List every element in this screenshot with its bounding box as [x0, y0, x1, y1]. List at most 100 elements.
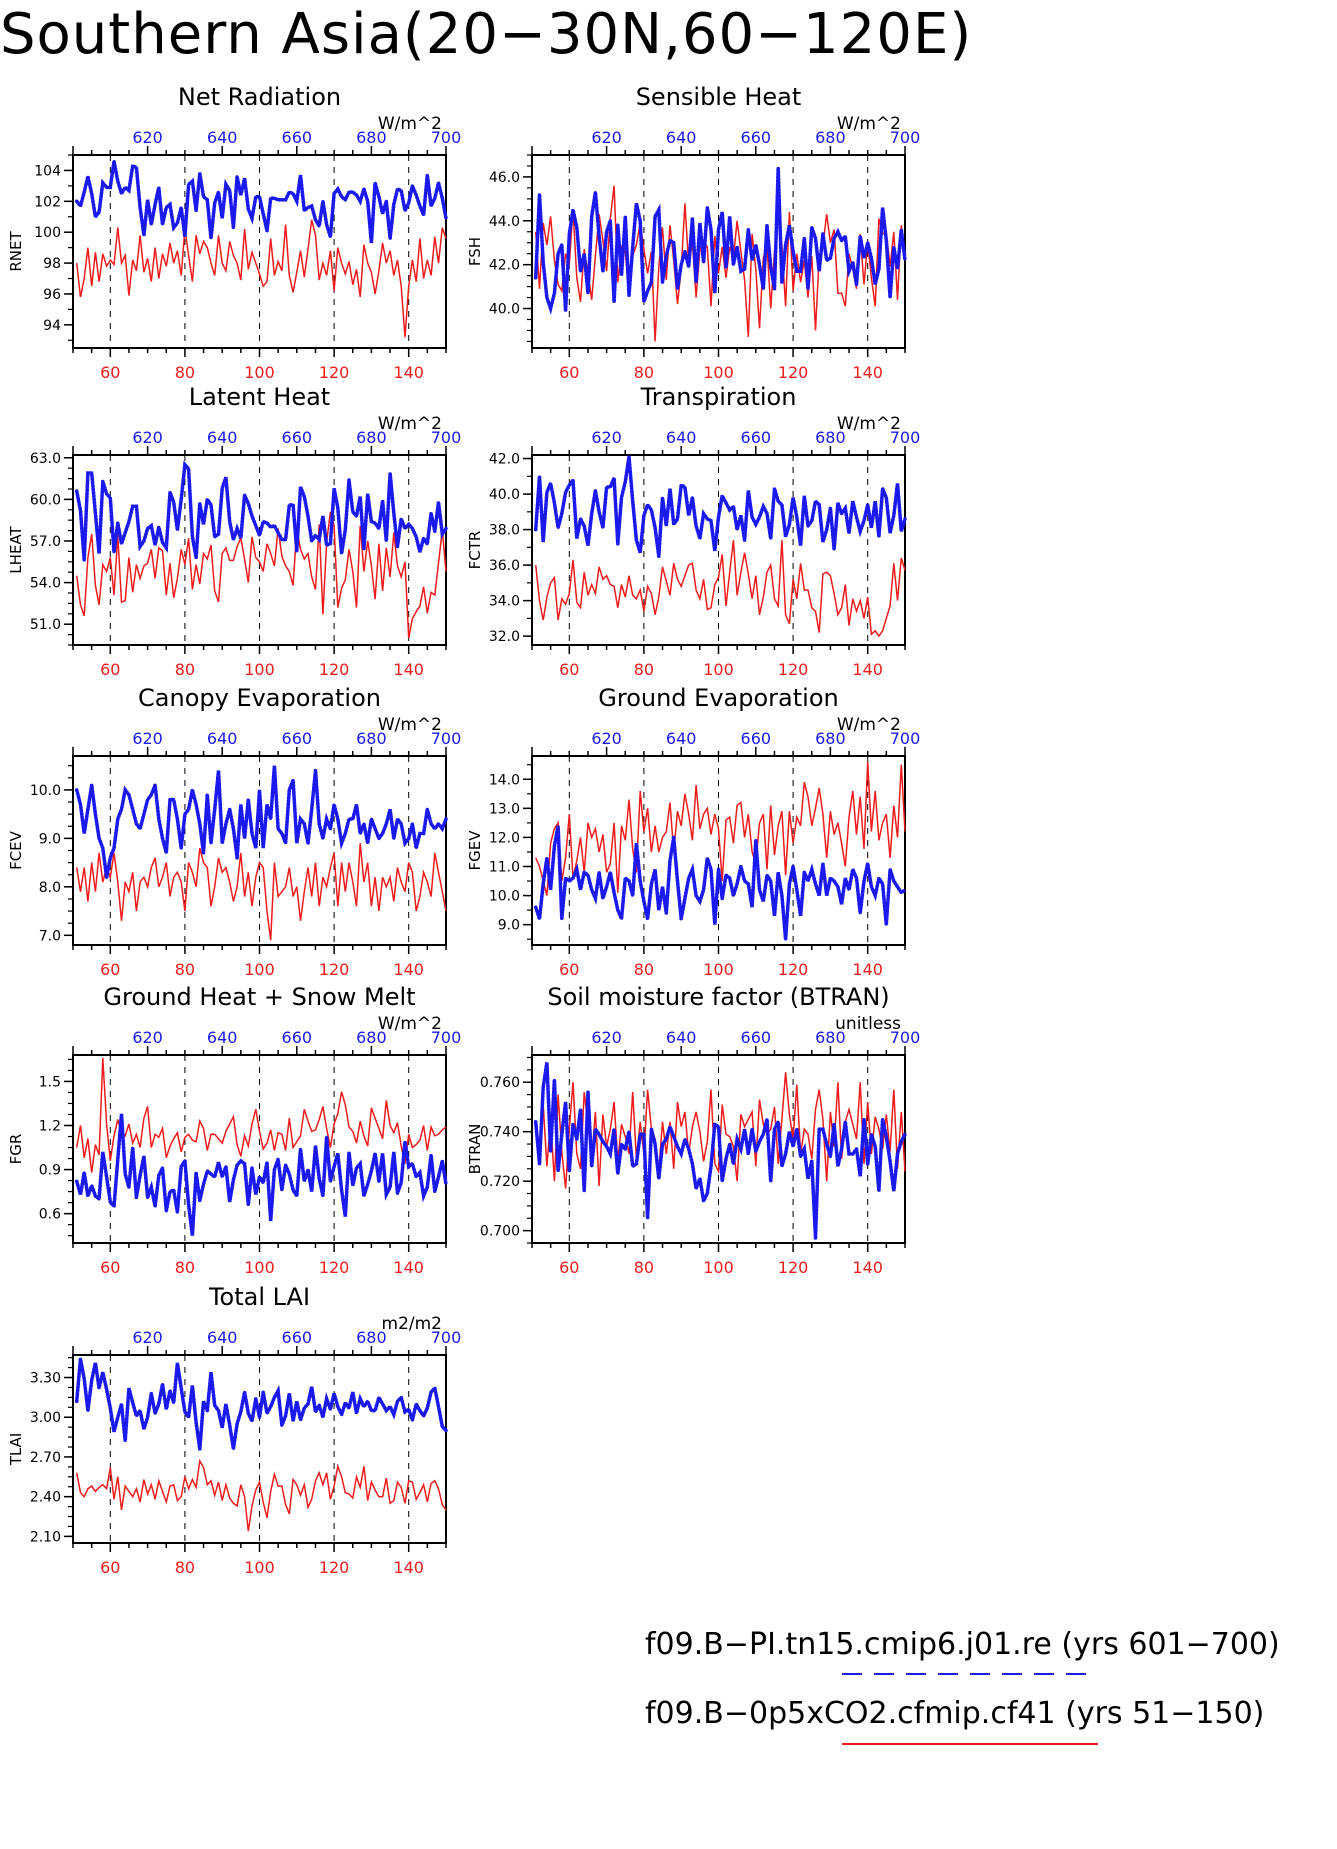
series-line-control: [533, 825, 907, 940]
y-axis-label: FSH: [466, 237, 484, 266]
x-tick-label: 60: [100, 660, 120, 679]
series-line-experiment: [535, 761, 906, 896]
chart-panel-fgr: Ground Heat + Snow Melt W/m^2 FGR 60 80 100 12…: [7, 983, 461, 1277]
x-tick-label: 100: [703, 363, 734, 382]
legend-control-swatch: [842, 1673, 1098, 1675]
series-line-experiment: [534, 540, 906, 638]
x-top-tick-label: 680: [815, 428, 846, 447]
series-line-experiment: [75, 219, 447, 338]
x-tick-label: 100: [244, 1558, 275, 1577]
y-axis-label: FGEV: [466, 830, 484, 871]
legend-control-years: (yrs 601−700): [1061, 1627, 1280, 1662]
x-top-tick-label: 700: [890, 1028, 921, 1047]
chart-title: Ground Evaporation: [598, 684, 838, 712]
series-line-control: [74, 1113, 448, 1236]
x-tick-label: 80: [634, 660, 654, 679]
x-tick-label: 80: [175, 660, 195, 679]
x-tick-label: 60: [100, 960, 120, 979]
x-tick-label: 140: [393, 960, 424, 979]
x-tick-label: 60: [559, 363, 579, 382]
series-line-control: [533, 456, 907, 557]
x-tick-label: 120: [778, 960, 809, 979]
chart-title: Latent Heat: [189, 383, 330, 411]
y-tick-label: 38.0: [489, 523, 520, 539]
y-tick-label: 57.0: [30, 534, 61, 550]
y-tick-label: 96: [43, 287, 61, 303]
x-tick-label: 120: [319, 363, 350, 382]
y-tick-label: 60.0: [30, 492, 61, 508]
y-tick-label: 1.5: [39, 1074, 61, 1090]
x-tick-label: 120: [778, 660, 809, 679]
y-tick-label: 0.720: [480, 1174, 520, 1190]
y-tick-label: 0.760: [480, 1075, 520, 1091]
x-tick-label: 60: [559, 960, 579, 979]
units-label: W/m^2: [837, 715, 901, 735]
x-tick-label: 60: [100, 1258, 120, 1277]
x-tick-label: 140: [393, 363, 424, 382]
legend-control-label: f09.B−PI.tn15.cmip6.j01.re: [645, 1627, 1052, 1662]
y-tick-label: 42.0: [489, 452, 520, 468]
y-tick-label: 7.0: [39, 928, 61, 944]
x-top-tick-label: 700: [431, 128, 462, 147]
x-top-tick-label: 620: [132, 1028, 163, 1047]
series-line-experiment: [75, 1057, 447, 1173]
x-top-tick-label: 640: [207, 1028, 238, 1047]
y-axis-label: TLAI: [7, 1433, 25, 1467]
series-line-experiment: [75, 511, 447, 639]
x-tick-label: 100: [244, 363, 275, 382]
x-top-tick-label: 620: [132, 128, 163, 147]
x-top-tick-label: 640: [666, 1028, 697, 1047]
y-tick-label: 13.0: [489, 801, 520, 817]
x-top-tick-label: 620: [132, 729, 163, 748]
y-tick-label: 98: [43, 256, 61, 272]
x-tick-label: 80: [175, 363, 195, 382]
y-tick-label: 44.0: [489, 214, 520, 230]
y-tick-label: 2.10: [30, 1529, 61, 1545]
x-top-tick-label: 640: [207, 428, 238, 447]
x-top-tick-label: 680: [815, 128, 846, 147]
units-label: W/m^2: [837, 414, 901, 434]
x-top-tick-label: 680: [356, 128, 387, 147]
x-tick-label: 140: [393, 1558, 424, 1577]
y-tick-label: 102: [34, 194, 61, 210]
x-top-tick-label: 660: [741, 428, 772, 447]
y-tick-label: 32.0: [489, 629, 520, 645]
x-top-tick-label: 640: [666, 428, 697, 447]
x-top-tick-label: 700: [431, 428, 462, 447]
x-tick-label: 140: [852, 1258, 883, 1277]
x-tick-label: 80: [175, 1258, 195, 1277]
x-tick-label: 80: [634, 1258, 654, 1277]
x-top-tick-label: 660: [282, 729, 313, 748]
y-axis-label: FCEV: [7, 830, 25, 870]
x-top-tick-label: 620: [591, 428, 622, 447]
x-top-tick-label: 700: [431, 1028, 462, 1047]
y-axis-label: FGR: [7, 1134, 25, 1165]
x-top-tick-label: 660: [282, 1028, 313, 1047]
x-tick-label: 120: [319, 960, 350, 979]
x-tick-label: 80: [175, 960, 195, 979]
chart-panel-lheat: Latent Heat W/m^2 LHEAT 60 80 100 120 140 620 640…: [7, 383, 461, 679]
y-axis-label: LHEAT: [7, 525, 25, 573]
x-top-tick-label: 640: [207, 1328, 238, 1347]
chart-panel-rnet: Net Radiation W/m^2 RNET 60 80 100 120 140 620 64…: [7, 83, 461, 382]
x-top-tick-label: 640: [207, 128, 238, 147]
page-title: Southern Asia(20−30N,60−120E): [0, 2, 973, 67]
legend-entry-experiment: f09.B−0p5xCO2.cfmip.cf41 (yrs 51−150): [645, 1696, 1264, 1731]
x-top-tick-label: 680: [356, 428, 387, 447]
chart-panel-fcev: Canopy Evaporation W/m^2 FCEV 60 80 100 120 140…: [7, 684, 461, 979]
chart-title: Soil moisture factor (BTRAN): [547, 983, 889, 1011]
series-line-experiment: [75, 1458, 447, 1532]
y-tick-label: 0.700: [480, 1224, 520, 1240]
x-tick-label: 120: [778, 1258, 809, 1277]
y-tick-label: 1.2: [39, 1119, 61, 1135]
x-top-tick-label: 640: [207, 729, 238, 748]
x-top-tick-label: 620: [591, 729, 622, 748]
y-tick-label: 11.0: [489, 859, 520, 875]
x-top-tick-label: 680: [815, 729, 846, 748]
x-top-tick-label: 700: [890, 428, 921, 447]
y-tick-label: 0.9: [39, 1163, 61, 1179]
y-tick-label: 3.30: [30, 1371, 61, 1387]
x-top-tick-label: 620: [132, 1328, 163, 1347]
chart-title: Transpiration: [640, 383, 797, 411]
